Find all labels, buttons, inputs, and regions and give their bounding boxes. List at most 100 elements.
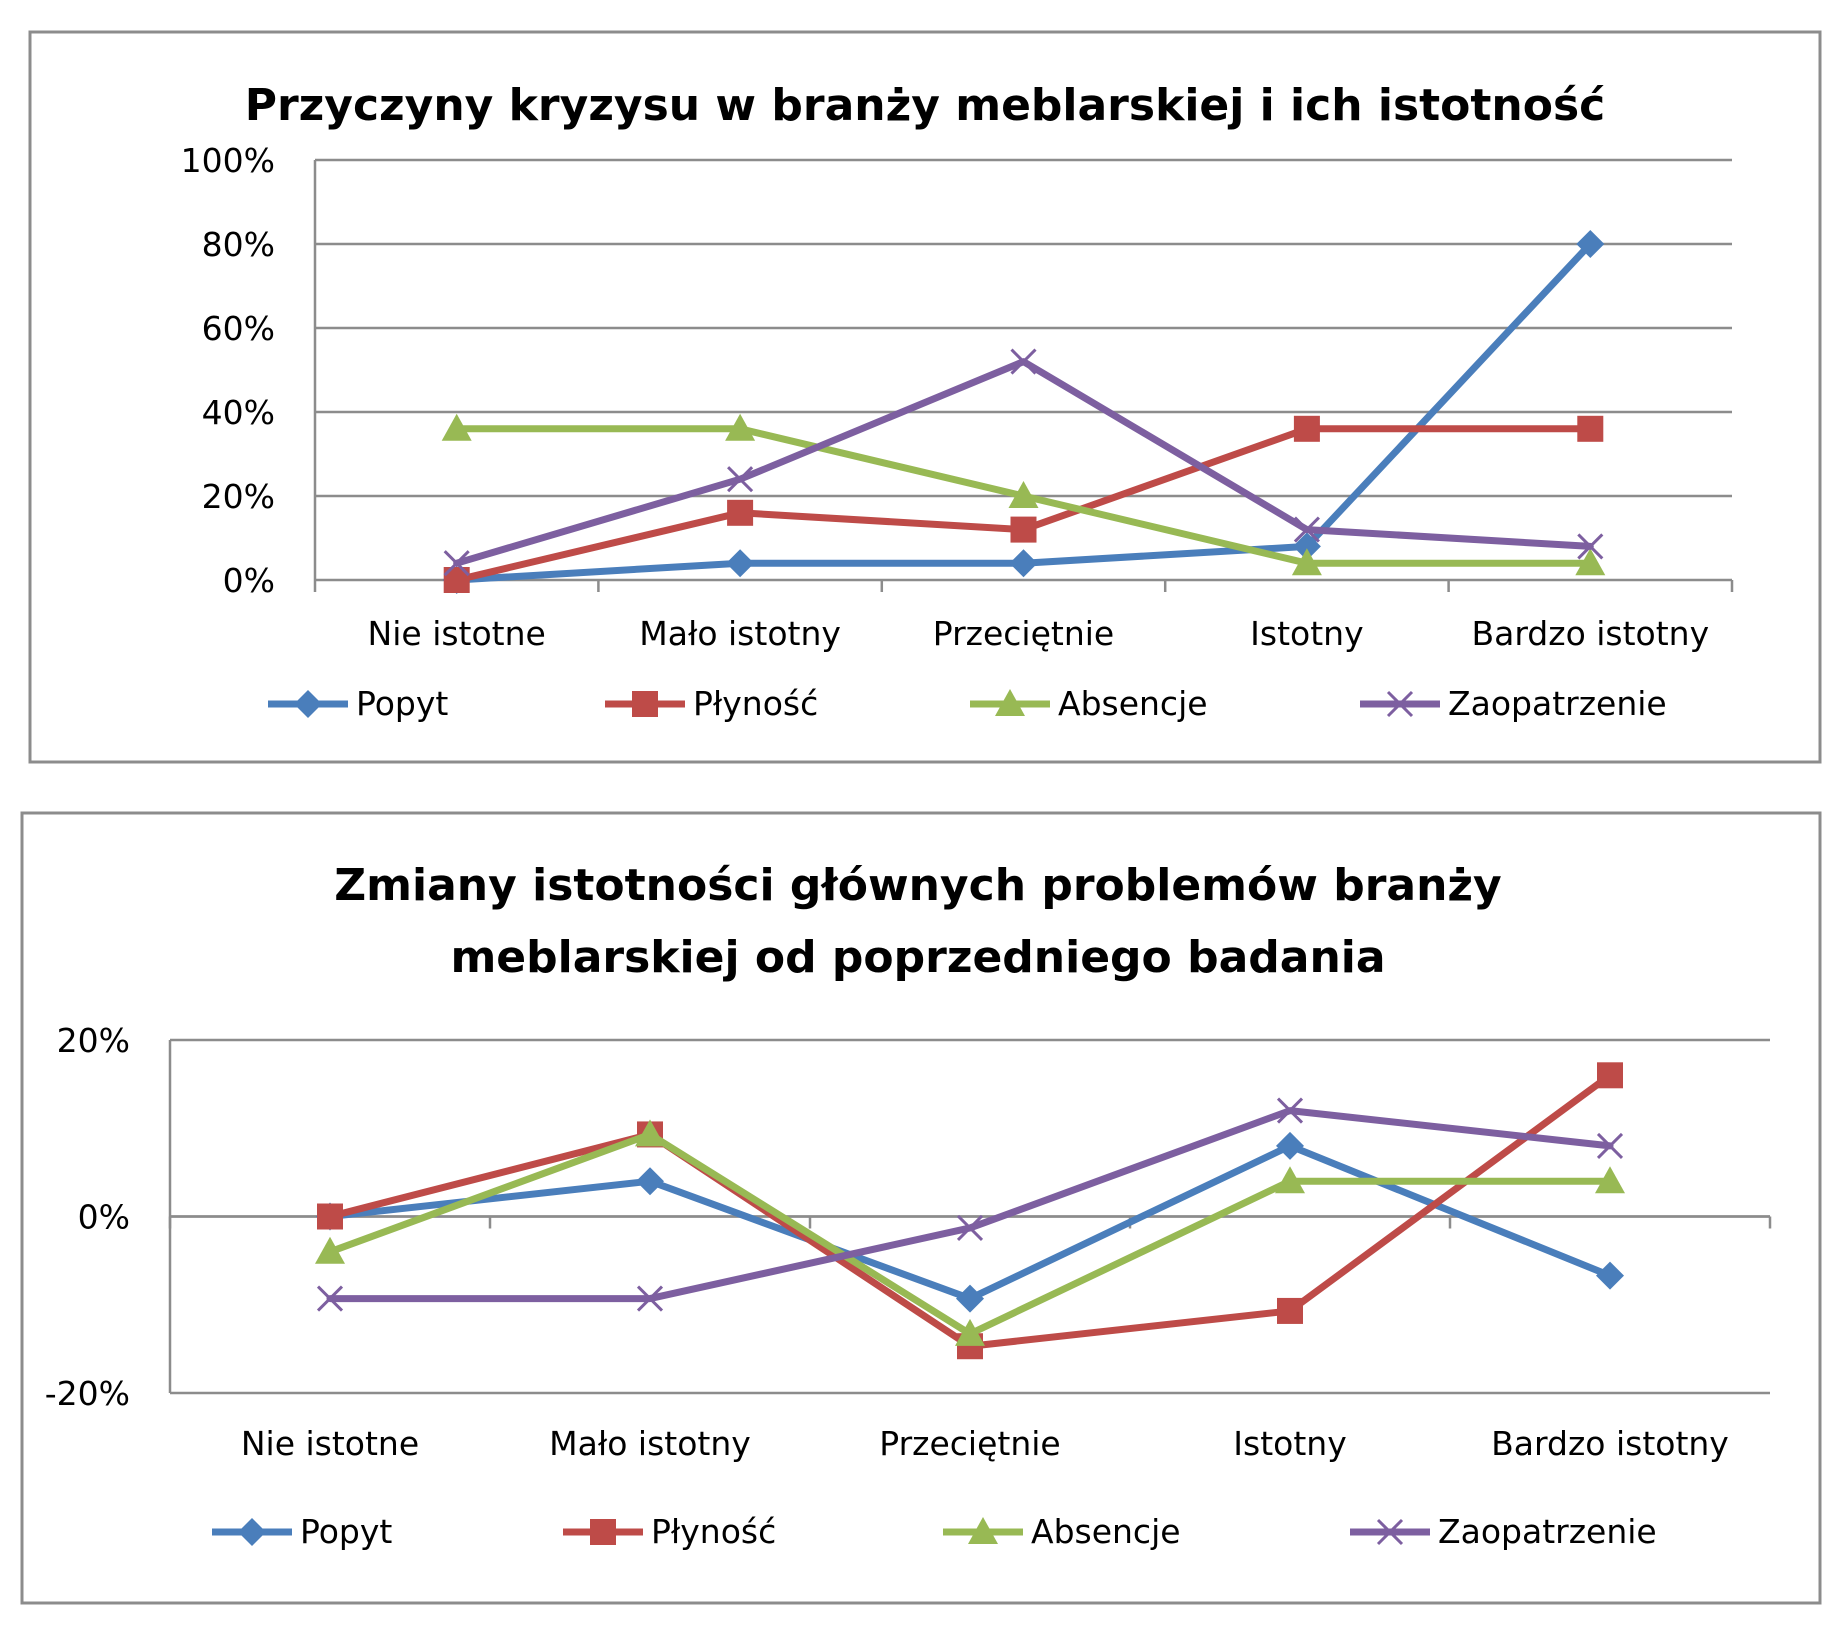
chart-2-title-line-1: Zmiany istotności głównych problemów bra…: [334, 860, 1501, 911]
y-tick-label: 20%: [202, 477, 275, 516]
data-point-absencje-przecietnie: [1008, 481, 1039, 508]
data-point-popyt-bardzo-istotny: [1596, 1261, 1624, 1290]
data-point-plynosc-przecietnie: [1010, 516, 1037, 543]
chart-1: Przyczyny kryzysu w branży meblarskiej i…: [28, 30, 1822, 764]
data-point-absencje-malo-istotny: [635, 1119, 665, 1147]
data-point-plynosc-bardzo-istotny: [1597, 1062, 1623, 1089]
x-tick-label-istotny: Istotny: [1250, 614, 1363, 653]
data-point-popyt-istotny: [1292, 532, 1321, 561]
y-tick-label: 60%: [202, 309, 275, 348]
y-tick-label: 20%: [57, 1021, 130, 1060]
legend-marker-plynosc: [632, 691, 658, 717]
legend-marker-popyt: [238, 1518, 266, 1546]
legend-label-popyt: Popyt: [300, 1512, 392, 1551]
data-point-zaopatrzenie-malo-istotny: [727, 466, 754, 493]
legend-marker-zaopatrzenie: [1386, 690, 1414, 718]
data-point-plynosc-istotny: [1293, 415, 1320, 442]
legend-label-popyt: Popyt: [356, 684, 448, 723]
legend-label-zaopatrzenie: Zaopatrzenie: [1438, 1512, 1657, 1551]
legend-item-zaopatrzenie: Zaopatrzenie: [1360, 684, 1667, 723]
data-point-popyt-przecietnie: [1009, 549, 1038, 578]
legend-item-plynosc: Płyność: [605, 684, 818, 723]
data-point-absencje-istotny: [1291, 548, 1322, 576]
chart-1-axes: [313, 160, 1734, 592]
legend-label-zaopatrzenie: Zaopatrzenie: [1448, 684, 1667, 723]
legend-label-absencje: Absencje: [1058, 684, 1208, 723]
data-point-popyt-przecietnie: [956, 1284, 984, 1313]
data-point-popyt-bardzo-istotny: [1576, 230, 1605, 258]
legend-item-popyt: Popyt: [212, 1512, 392, 1551]
legend-item-plynosc: Płyność: [563, 1512, 776, 1551]
series-zaopatrzenie: [443, 348, 1604, 577]
chart-1-frame: [28, 30, 1822, 764]
chart-1-title: Przyczyny kryzysu w branży meblarskiej i…: [245, 80, 1606, 131]
chart-2-title-line-2: meblarskiej od poprzedniego badania: [450, 932, 1385, 983]
legend-label-plynosc: Płyność: [693, 684, 818, 723]
data-point-zaopatrzenie-przecietnie: [956, 1214, 984, 1242]
chart-2-series: [315, 1062, 1625, 1360]
data-point-zaopatrzenie-istotny: [1293, 516, 1320, 543]
data-point-zaopatrzenie-przecietnie: [1010, 348, 1037, 375]
legend-item-zaopatrzenie: Zaopatrzenie: [1350, 1512, 1657, 1551]
data-point-absencje-malo-istotny: [725, 413, 756, 441]
x-tick-label-przecietnie: Przeciętnie: [933, 614, 1114, 653]
y-tick-label: 40%: [202, 393, 275, 432]
data-point-popyt-istotny: [1276, 1131, 1304, 1160]
legend-item-absencje: Absencje: [970, 684, 1208, 723]
y-tick-label: 100%: [181, 141, 275, 180]
data-point-zaopatrzenie-nie-istotne: [316, 1285, 344, 1312]
chart-1-x-tick-labels: Nie istotne Mało istotny Przeciętnie Istotn…: [368, 614, 1710, 653]
legend-label-plynosc: Płyność: [651, 1512, 776, 1551]
legend-item-popyt: Popyt: [268, 684, 448, 723]
data-point-zaopatrzenie-nie-istotne: [443, 550, 470, 577]
legend-item-absencje: Absencje: [943, 1512, 1181, 1551]
y-tick-label: 0%: [78, 1198, 130, 1237]
x-tick-label-istotny: Istotny: [1233, 1424, 1346, 1463]
x-tick-label-bardzo-istotny: Bardzo istotny: [1491, 1424, 1729, 1463]
data-point-absencje-przecietnie: [955, 1318, 985, 1346]
data-point-plynosc-nie-istotne: [317, 1203, 343, 1230]
data-point-absencje-istotny: [1275, 1166, 1305, 1194]
x-tick-label-malo-istotny: Mało istotny: [639, 614, 841, 653]
chart-2-x-tick-labels: Nie istotne Mało istotny Przeciętnie Istotn…: [241, 1424, 1729, 1463]
chart-2-y-tick-labels: -20% 0% 20%: [45, 1021, 130, 1413]
data-point-absencje-bardzo-istotny: [1595, 1166, 1625, 1194]
data-point-plynosc-bardzo-istotny: [1577, 415, 1604, 442]
series-absencje: [441, 413, 1606, 576]
legend-marker-plynosc: [590, 1519, 616, 1545]
series-absencje: [315, 1119, 1625, 1346]
x-tick-label-przecietnie: Przeciętnie: [879, 1424, 1060, 1463]
legend-marker-popyt: [294, 690, 322, 718]
y-tick-label: -20%: [45, 1374, 130, 1413]
chart-1-gridlines: [315, 158, 1732, 498]
chart-1-y-tick-labels: 0% 20% 40% 60% 80% 100%: [181, 141, 275, 600]
legend-marker-absencje: [968, 1517, 998, 1544]
x-tick-label-bardzo-istotny: Bardzo istotny: [1471, 614, 1709, 653]
chart-2: Zmiany istotności głównych problemów bra…: [20, 811, 1822, 1605]
legend-marker-absencje: [995, 689, 1025, 716]
data-point-zaopatrzenie-istotny: [1276, 1097, 1304, 1124]
data-point-zaopatrzenie-bardzo-istotny: [1596, 1132, 1624, 1159]
series-zaopatrzenie: [316, 1097, 1624, 1312]
data-point-popyt-malo-istotny: [726, 549, 755, 578]
legend-marker-zaopatrzenie: [1376, 1518, 1404, 1546]
x-tick-label-nie-istotne: Nie istotne: [368, 614, 546, 653]
series-plynosc: [443, 415, 1604, 593]
data-point-zaopatrzenie-bardzo-istotny: [1577, 533, 1604, 560]
x-tick-label-malo-istotny: Mało istotny: [549, 1424, 751, 1463]
y-tick-label: 80%: [202, 225, 275, 264]
data-point-absencje-nie-istotne: [441, 413, 472, 441]
chart-2-legend: Popyt Płyność Absencje Zaopatrzenie: [212, 1512, 1657, 1551]
data-point-plynosc-malo-istotny: [727, 499, 754, 526]
data-point-popyt-malo-istotny: [636, 1167, 664, 1196]
series-popyt: [316, 1131, 1624, 1313]
data-point-zaopatrzenie-malo-istotny: [636, 1285, 664, 1312]
chart-1-series: [441, 230, 1606, 594]
data-point-absencje-nie-istotne: [315, 1236, 345, 1264]
x-tick-label-nie-istotne: Nie istotne: [241, 1424, 419, 1463]
y-tick-label: 0%: [223, 561, 275, 600]
chart-1-legend: Popyt Płyność Absencje Zaopatrzenie: [268, 684, 1667, 723]
data-point-plynosc-istotny: [1277, 1297, 1303, 1324]
legend-label-absencje: Absencje: [1031, 1512, 1181, 1551]
